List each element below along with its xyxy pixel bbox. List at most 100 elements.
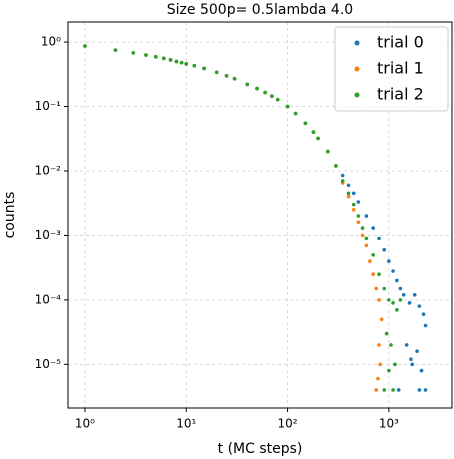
y-tick-label: 10⁰ <box>41 35 61 49</box>
point <box>377 298 381 302</box>
point <box>245 82 250 87</box>
point <box>387 368 391 373</box>
point <box>371 272 375 277</box>
point <box>395 308 399 312</box>
point <box>303 121 308 126</box>
point <box>374 286 379 291</box>
point <box>334 164 338 168</box>
point <box>382 286 387 291</box>
point <box>382 247 387 252</box>
x-tick-label: 10² <box>278 417 298 431</box>
point <box>374 388 379 392</box>
point <box>412 292 417 297</box>
point <box>404 343 409 347</box>
legend-marker <box>354 66 360 72</box>
point <box>423 388 428 392</box>
point <box>417 304 422 308</box>
point <box>179 60 184 65</box>
point <box>391 269 395 273</box>
point <box>371 253 375 257</box>
legend-label: trial 0 <box>377 33 424 52</box>
y-tick-label: 10⁻¹ <box>35 99 62 113</box>
legend-label: trial 2 <box>377 85 424 104</box>
point <box>377 236 381 241</box>
point <box>391 388 395 392</box>
point <box>144 53 148 57</box>
point <box>275 97 280 102</box>
point <box>389 343 393 347</box>
point <box>364 243 369 248</box>
point <box>378 362 382 367</box>
point <box>255 86 259 91</box>
point <box>356 220 361 225</box>
x-tick-label: 10¹ <box>176 417 196 431</box>
point <box>364 236 369 241</box>
point <box>316 136 320 141</box>
point <box>417 388 422 392</box>
point <box>395 278 399 283</box>
y-tick-label: 10⁻⁴ <box>35 292 62 306</box>
point <box>270 94 274 98</box>
point <box>377 343 381 347</box>
y-axis-label: counts <box>2 192 18 239</box>
plot-frame <box>67 21 453 409</box>
point <box>401 292 406 297</box>
point <box>421 312 426 316</box>
point <box>202 66 206 71</box>
point <box>391 301 395 305</box>
point <box>131 51 136 55</box>
point <box>356 200 361 204</box>
point <box>346 183 351 188</box>
point <box>351 202 356 207</box>
legend-box <box>334 26 449 112</box>
point <box>351 191 356 196</box>
x-axis-label: t (MC steps) <box>218 441 303 457</box>
chart-title: Size 500p= 0.5lambda 4.0 <box>167 2 353 18</box>
point <box>368 259 372 263</box>
point <box>263 90 267 95</box>
point <box>364 214 369 218</box>
point <box>396 388 401 392</box>
point <box>293 111 298 116</box>
point <box>384 331 389 336</box>
point <box>379 317 384 322</box>
point <box>371 226 375 230</box>
point <box>153 55 158 59</box>
point <box>410 362 415 367</box>
legend-marker <box>354 92 360 98</box>
x-tick-label: 10³ <box>379 417 399 431</box>
legend-label: trial 1 <box>377 59 424 78</box>
point <box>382 388 387 392</box>
point <box>113 48 118 52</box>
point <box>360 226 365 230</box>
point <box>376 376 380 381</box>
point <box>83 44 87 48</box>
point <box>192 63 197 68</box>
point <box>184 62 189 66</box>
point <box>214 70 219 75</box>
point <box>387 298 391 302</box>
point <box>168 58 173 62</box>
point <box>346 194 351 199</box>
point <box>346 191 351 196</box>
point <box>285 104 290 109</box>
point <box>398 286 403 291</box>
point <box>340 173 345 178</box>
y-tick-label: 10⁻² <box>35 163 62 177</box>
point <box>393 362 397 367</box>
point <box>387 259 391 263</box>
point <box>224 73 229 78</box>
point <box>419 368 424 373</box>
point <box>232 76 237 81</box>
point <box>326 149 330 154</box>
x-tick-label: 10⁰ <box>75 417 95 431</box>
point <box>356 214 361 218</box>
point <box>423 323 428 328</box>
point <box>398 298 403 302</box>
legend-marker <box>354 40 360 46</box>
point <box>415 349 419 353</box>
point <box>311 130 316 134</box>
point <box>351 207 356 212</box>
y-tick-label: 10⁻⁵ <box>35 357 62 371</box>
